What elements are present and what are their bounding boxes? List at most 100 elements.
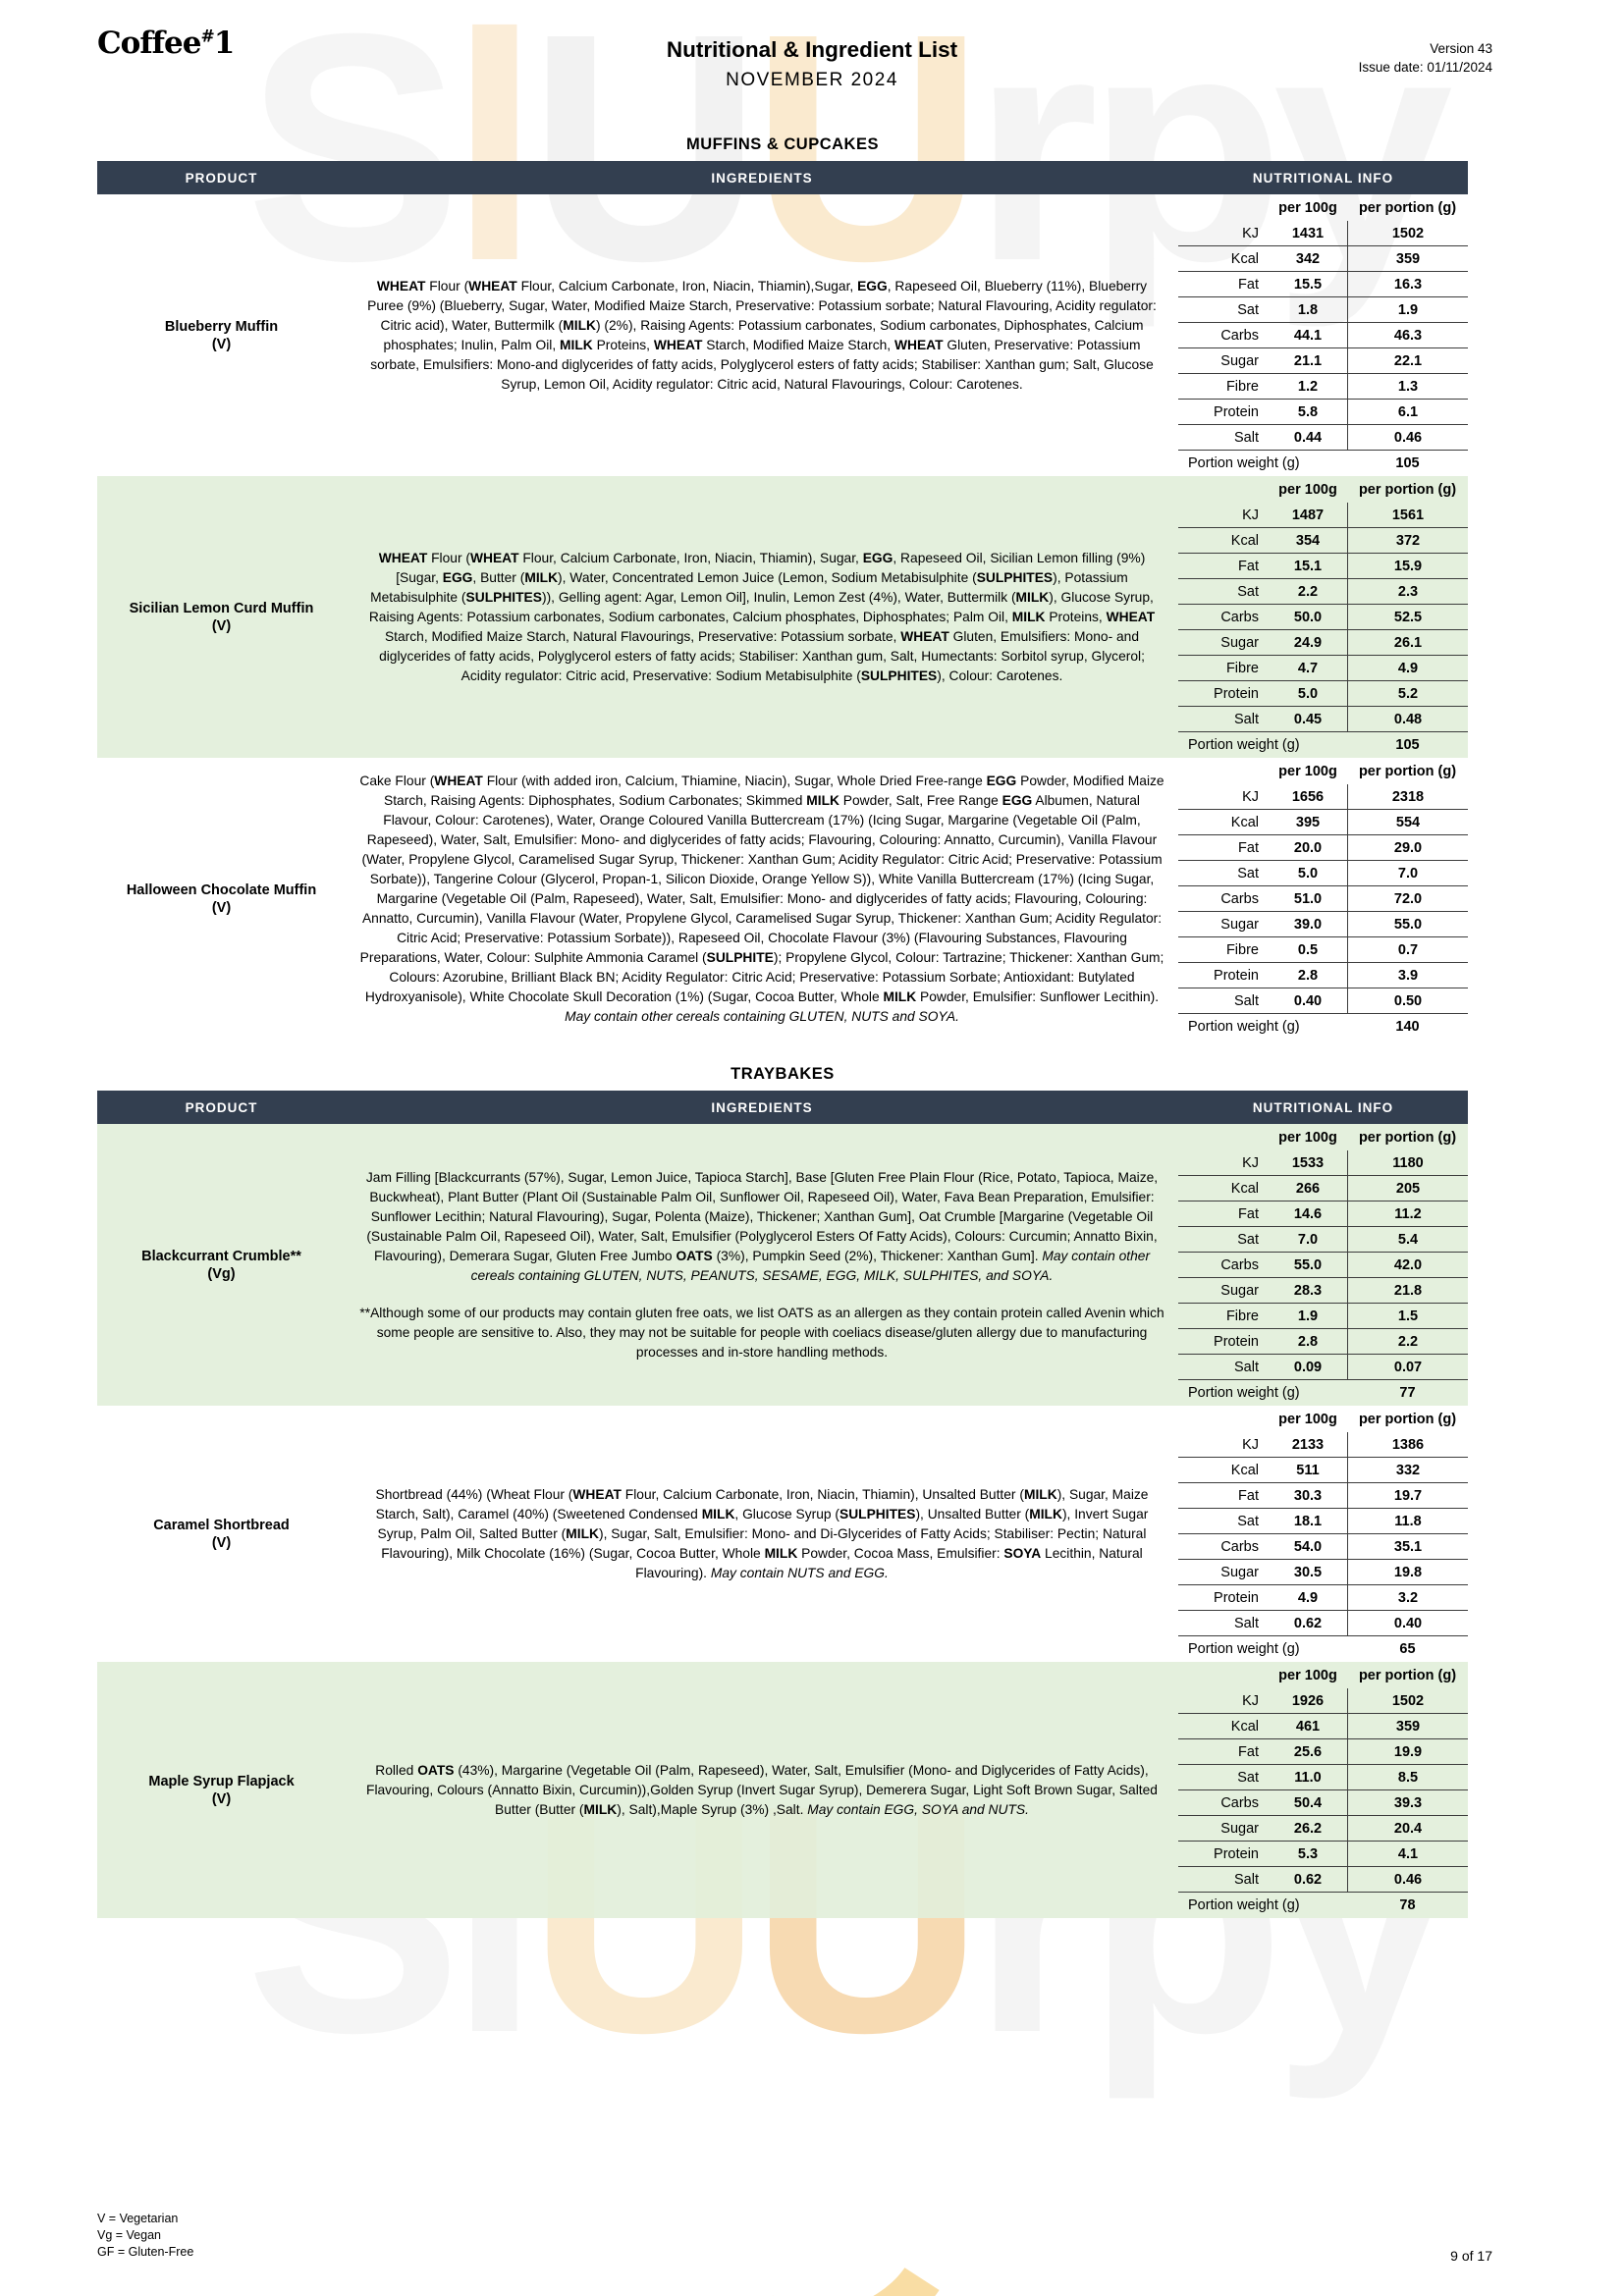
watermark-letter: y (1272, 0, 1452, 328)
portion-weight-row: Portion weight (g) 78 (1178, 1893, 1468, 1918)
per-100g-header: per 100g (1278, 199, 1337, 216)
nutrition-row: KJ 2133 1386 (1178, 1432, 1468, 1458)
nutrition-row: Fat 25.6 19.9 (1178, 1739, 1468, 1765)
value-per-portion: 35.1 (1347, 1534, 1468, 1559)
value-per-100g: 24.9 (1293, 634, 1323, 651)
value-per-100g: 2.2 (1297, 583, 1319, 600)
value-per-portion: 11.8 (1347, 1509, 1468, 1533)
ingredients-text: Rolled OATS (43%), Margarine (Vegetable … (366, 1762, 1158, 1817)
value-per-100g: 39.0 (1293, 916, 1323, 933)
value-per-portion: 19.8 (1347, 1560, 1468, 1584)
value-per-portion: 11.2 (1347, 1201, 1468, 1226)
nutrient-label: Sugar (1220, 916, 1259, 933)
nutrition-row: Carbs 55.0 42.0 (1178, 1253, 1468, 1278)
value-per-portion: 20.4 (1347, 1816, 1468, 1841)
nutrient-label: Carbs (1220, 1538, 1259, 1555)
value-per-portion: 4.9 (1347, 656, 1468, 680)
nutrient-label: KJ (1242, 1436, 1259, 1453)
nutrient-label: Kcal (1230, 1718, 1259, 1735)
nutrition-row: KJ 1656 2318 (1178, 784, 1468, 810)
value-per-100g: 5.0 (1297, 865, 1319, 881)
nutrition-header-row: per 100g per portion (g) (1178, 476, 1468, 503)
value-per-100g: 354 (1295, 532, 1321, 549)
nutrition-row: Salt 0.44 0.46 (1178, 425, 1468, 451)
nutrient-label: Sugar (1220, 634, 1259, 651)
value-per-100g: 21.1 (1293, 352, 1323, 369)
portion-weight-value: 78 (1399, 1897, 1416, 1913)
portion-weight-label: Portion weight (g) (1188, 1897, 1300, 1913)
nutrient-label: Sat (1237, 583, 1259, 600)
value-per-portion: 6.1 (1347, 400, 1468, 424)
value-per-100g: 1926 (1291, 1692, 1325, 1709)
per-100g-header: per 100g (1278, 1667, 1337, 1683)
nutrition-row: Salt 0.40 0.50 (1178, 988, 1468, 1014)
portion-weight-value: 105 (1395, 455, 1420, 471)
value-per-portion: 0.50 (1347, 988, 1468, 1013)
value-per-portion: 46.3 (1347, 323, 1468, 347)
nutrition-row: Sat 7.0 5.4 (1178, 1227, 1468, 1253)
nutrient-label: Carbs (1220, 890, 1259, 907)
nutrition-row: Sat 1.8 1.9 (1178, 297, 1468, 323)
value-per-portion: 332 (1347, 1458, 1468, 1482)
value-per-portion: 2318 (1347, 784, 1468, 809)
portion-weight-value: 65 (1399, 1641, 1416, 1657)
value-per-100g: 342 (1295, 250, 1321, 267)
nutrition-table: per 100g per portion (g) KJ 1533 1180 Kcal 266… (1178, 1124, 1468, 1406)
product-col-header: PRODUCT (185, 1099, 258, 1115)
diet-label: (Vg) (207, 1265, 236, 1282)
nutrition-row: Fibre 1.9 1.5 (1178, 1304, 1468, 1329)
value-per-100g: 11.0 (1294, 1769, 1322, 1786)
value-per-100g: 1431 (1291, 225, 1325, 241)
nutrition-row: Carbs 50.0 52.5 (1178, 605, 1468, 630)
value-per-100g: 0.40 (1293, 992, 1323, 1009)
nutrient-label: Sat (1237, 301, 1259, 318)
watermark-letter: p (1087, 0, 1285, 328)
product-cell: Maple Syrup Flapjack (V) (97, 1662, 346, 1918)
nutrient-label: Protein (1214, 1333, 1259, 1350)
nutrition-tables: MUFFINS & CUPCAKES PRODUCT INGREDIENTS NUTR… (97, 135, 1468, 1918)
value-per-100g: 2.8 (1297, 1333, 1319, 1350)
nutrition-row: Protein 4.9 3.2 (1178, 1585, 1468, 1611)
nutrition-row: Carbs 50.4 39.3 (1178, 1790, 1468, 1816)
value-per-portion: 42.0 (1347, 1253, 1468, 1277)
nutrient-label: KJ (1242, 1692, 1259, 1709)
watermark-letter: S (245, 0, 461, 328)
version-block: Version 43 Issue date: 01/11/2024 (1359, 39, 1492, 77)
nutrient-label: Kcal (1230, 1462, 1259, 1478)
nutrient-label: Fat (1238, 558, 1259, 574)
ingredients-text: Shortbread (44%) (Wheat Flour (WHEAT Flo… (375, 1486, 1149, 1580)
value-per-portion: 1502 (1347, 1688, 1468, 1713)
per-100g-header: per 100g (1278, 763, 1337, 779)
per-portion-header: per portion (g) (1358, 1667, 1457, 1683)
value-per-portion: 0.46 (1347, 1867, 1468, 1892)
nutrient-label: Salt (1234, 992, 1259, 1009)
value-per-100g: 0.09 (1293, 1359, 1323, 1375)
portion-weight-value: 105 (1395, 737, 1420, 753)
nutrient-label: Carbs (1220, 609, 1259, 625)
nutrition-row: Sugar 26.2 20.4 (1178, 1816, 1468, 1842)
value-per-portion: 21.8 (1347, 1278, 1468, 1303)
issue-date: Issue date: 01/11/2024 (1358, 60, 1492, 75)
nutrition-row: KJ 1431 1502 (1178, 221, 1468, 246)
nutrient-label: Fat (1238, 276, 1259, 293)
value-per-portion: 26.1 (1347, 630, 1468, 655)
legend-vegan: Vg = Vegan (97, 2228, 161, 2242)
product-name: Caramel Shortbread (153, 1517, 290, 1533)
table-row: Maple Syrup Flapjack (V) Rolled OATS (43%)… (97, 1662, 1468, 1918)
product-name: Maple Syrup Flapjack (148, 1773, 295, 1789)
ingredients-col-header: INGREDIENTS (711, 170, 813, 186)
nutrition-row: Kcal 354 372 (1178, 528, 1468, 554)
product-cell: Caramel Shortbread (V) (97, 1406, 346, 1662)
value-per-100g: 0.5 (1297, 941, 1319, 958)
value-per-100g: 1.8 (1297, 301, 1319, 318)
product-cell: Blueberry Muffin (V) (97, 194, 346, 476)
value-per-100g: 0.45 (1293, 711, 1323, 727)
nutrition-row: Kcal 266 205 (1178, 1176, 1468, 1201)
value-per-100g: 4.9 (1297, 1589, 1319, 1606)
value-per-portion: 16.3 (1347, 272, 1468, 296)
ingredients-text: Jam Filling [Blackcurrants (57%), Sugar,… (365, 1169, 1159, 1283)
value-per-portion: 15.9 (1347, 554, 1468, 578)
portion-weight-row: Portion weight (g) 105 (1178, 732, 1468, 758)
nutrition-row: Salt 0.62 0.46 (1178, 1867, 1468, 1893)
nutrient-label: KJ (1242, 788, 1259, 805)
